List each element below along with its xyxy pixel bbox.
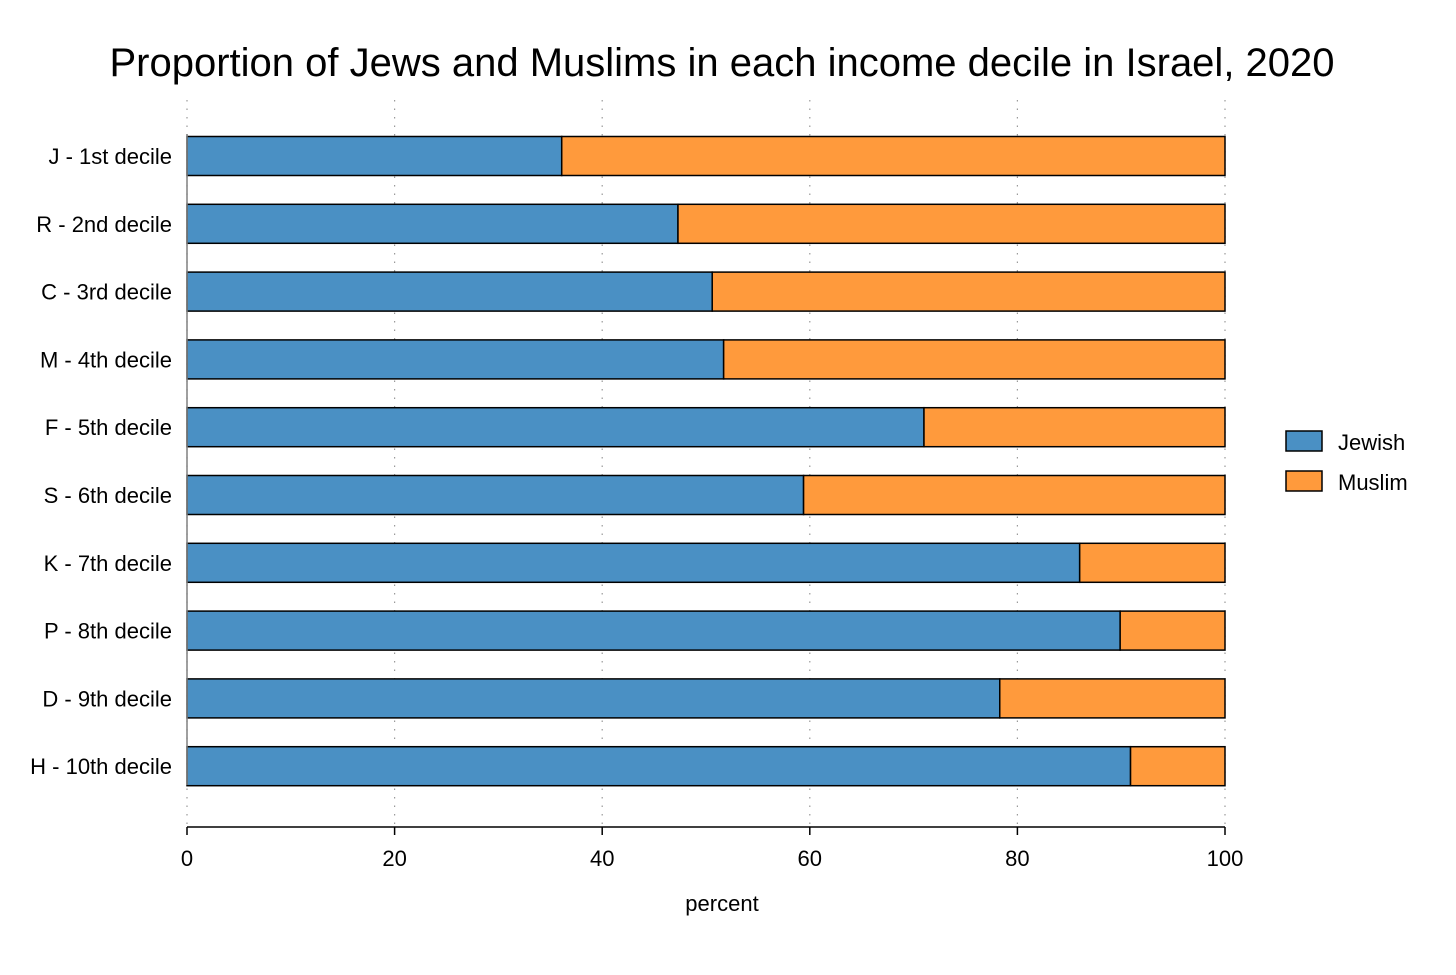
- bar-muslim-7: [1078, 542, 1226, 584]
- bar-muslim-3: [711, 271, 1226, 312]
- bar-jewish-1: [186, 135, 563, 177]
- category-label: H - 10th decile: [30, 754, 172, 779]
- bars-layer: [186, 135, 1226, 787]
- legend-swatch-jewish: [1285, 430, 1323, 452]
- category-label: R - 2nd decile: [36, 212, 172, 237]
- bar-muslim-2: [677, 203, 1226, 245]
- bar-jewish-6: [186, 474, 805, 516]
- bar-muslim-4: [722, 339, 1226, 380]
- bar-jewish-7: [186, 542, 1081, 584]
- category-label: S - 6th decile: [44, 483, 172, 508]
- category-label: C - 3rd decile: [41, 280, 172, 305]
- bar-jewish-8: [186, 610, 1121, 651]
- legend-label-jewish: Jewish: [1338, 430, 1405, 455]
- x-tick-label: 100: [1207, 846, 1244, 871]
- bar-muslim-6: [802, 474, 1226, 516]
- x-tick-label: 40: [590, 846, 614, 871]
- bar-jewish-3: [186, 271, 713, 312]
- legend-label-muslim: Muslim: [1338, 470, 1408, 495]
- bar-jewish-10: [186, 745, 1132, 787]
- bar-muslim-8: [1119, 610, 1226, 651]
- category-label: P - 8th decile: [44, 619, 172, 644]
- bar-jewish-9: [186, 678, 1001, 719]
- legend-swatch-muslim: [1285, 470, 1323, 492]
- bar-muslim-1: [560, 135, 1226, 177]
- category-label: D - 9th decile: [42, 686, 172, 711]
- chart-title: Proportion of Jews and Muslims in each i…: [109, 41, 1334, 85]
- category-label: M - 4th decile: [40, 347, 172, 372]
- category-label: F - 5th decile: [45, 415, 172, 440]
- x-tick-label: 20: [382, 846, 406, 871]
- bar-muslim-5: [923, 406, 1226, 448]
- bar-jewish-5: [186, 406, 925, 448]
- bar-jewish-4: [186, 339, 725, 380]
- bar-muslim-10: [1129, 745, 1226, 787]
- x-tick-label: 60: [798, 846, 822, 871]
- category-label: K - 7th decile: [44, 551, 172, 576]
- x-axis-label: percent: [685, 891, 758, 916]
- category-label: J - 1st decile: [49, 144, 173, 169]
- x-tick-label: 0: [181, 846, 193, 871]
- bar-muslim-9: [999, 678, 1226, 719]
- x-tick-label: 80: [1005, 846, 1029, 871]
- legend: Jewish Muslim: [1285, 430, 1408, 495]
- axis-layer: J - 1st decile R - 2nd decile C - 3rd deci…: [30, 134, 1243, 871]
- bar-jewish-2: [186, 203, 679, 245]
